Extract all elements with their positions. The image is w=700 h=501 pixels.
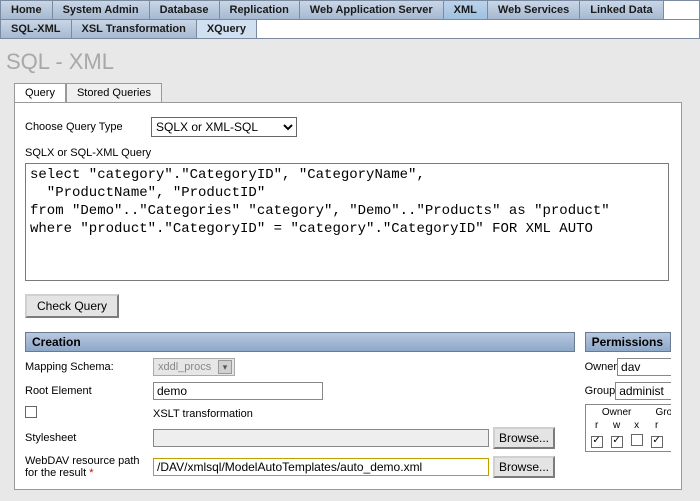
tab-replication[interactable]: Replication	[220, 1, 300, 19]
webdav-path-input[interactable]	[153, 458, 489, 476]
xslt-transformation-label: XSLT transformation	[153, 408, 253, 420]
root-element-input[interactable]	[153, 382, 323, 400]
sql-query-textarea[interactable]: select "category"."CategoryID", "Categor…	[25, 163, 669, 281]
permissions-header: Permissions	[585, 332, 671, 352]
root-element-label: Root Element	[25, 385, 153, 397]
subtab-query[interactable]: Query	[14, 83, 66, 102]
subtab-stored-queries[interactable]: Stored Queries	[66, 83, 162, 102]
stylesheet-browse-button[interactable]: Browse...	[493, 427, 555, 449]
group-input[interactable]	[615, 382, 671, 400]
sub-tabs: SQL-XML XSL Transformation XQuery	[0, 20, 700, 39]
tab-web-app-server[interactable]: Web Application Server	[300, 1, 444, 19]
tab-web-services[interactable]: Web Services	[488, 1, 580, 19]
webdav-browse-button[interactable]: Browse...	[493, 456, 555, 478]
query-panel: Choose Query Type SQLX or XML-SQL SQLX o…	[14, 102, 682, 490]
webdav-path-label: WebDAV resource path for the result *	[25, 455, 153, 479]
stylesheet-label: Stylesheet	[25, 432, 153, 444]
tab-linked-data[interactable]: Linked Data	[580, 1, 663, 19]
perm-col-owner: Owner	[588, 407, 646, 418]
mapping-schema-select[interactable]: xddl_procs ▾	[153, 358, 235, 376]
tab-home[interactable]: Home	[1, 1, 53, 19]
owner-label: Owner	[585, 361, 617, 373]
tab-system-admin[interactable]: System Admin	[53, 1, 150, 19]
query-type-select[interactable]: SQLX or XML-SQL	[151, 117, 297, 137]
perm-owner-x[interactable]	[631, 434, 643, 446]
tab-xsl-transformation[interactable]: XSL Transformation	[72, 20, 197, 38]
mapping-schema-value: xddl_procs	[158, 361, 211, 373]
tab-xquery[interactable]: XQuery	[197, 20, 257, 38]
mapping-schema-label: Mapping Schema:	[25, 361, 153, 373]
chevron-down-icon: ▾	[218, 360, 232, 374]
permissions-table: Owner Grou r w x r w	[585, 404, 671, 452]
stylesheet-input[interactable]	[153, 429, 489, 447]
perm-group-r[interactable]	[651, 436, 663, 448]
group-label: Group	[585, 385, 616, 397]
main-tabs: Home System Admin Database Replication W…	[0, 0, 700, 20]
creation-header: Creation	[25, 332, 575, 352]
owner-input[interactable]	[617, 358, 671, 376]
perm-owner-r[interactable]	[591, 436, 603, 448]
panel-tabs: Query Stored Queries	[14, 83, 700, 102]
query-type-label: Choose Query Type	[25, 121, 151, 133]
perm-col-group: Grou	[648, 407, 671, 418]
page-title: SQL - XML	[6, 49, 694, 75]
tab-xml[interactable]: XML	[444, 1, 488, 19]
xslt-checkbox[interactable]	[25, 406, 37, 418]
query-area-label: SQLX or SQL-XML Query	[25, 147, 671, 159]
tab-database[interactable]: Database	[150, 1, 220, 19]
tab-sql-xml[interactable]: SQL-XML	[1, 20, 72, 38]
perm-owner-w[interactable]	[611, 436, 623, 448]
check-query-button[interactable]: Check Query	[25, 294, 119, 318]
